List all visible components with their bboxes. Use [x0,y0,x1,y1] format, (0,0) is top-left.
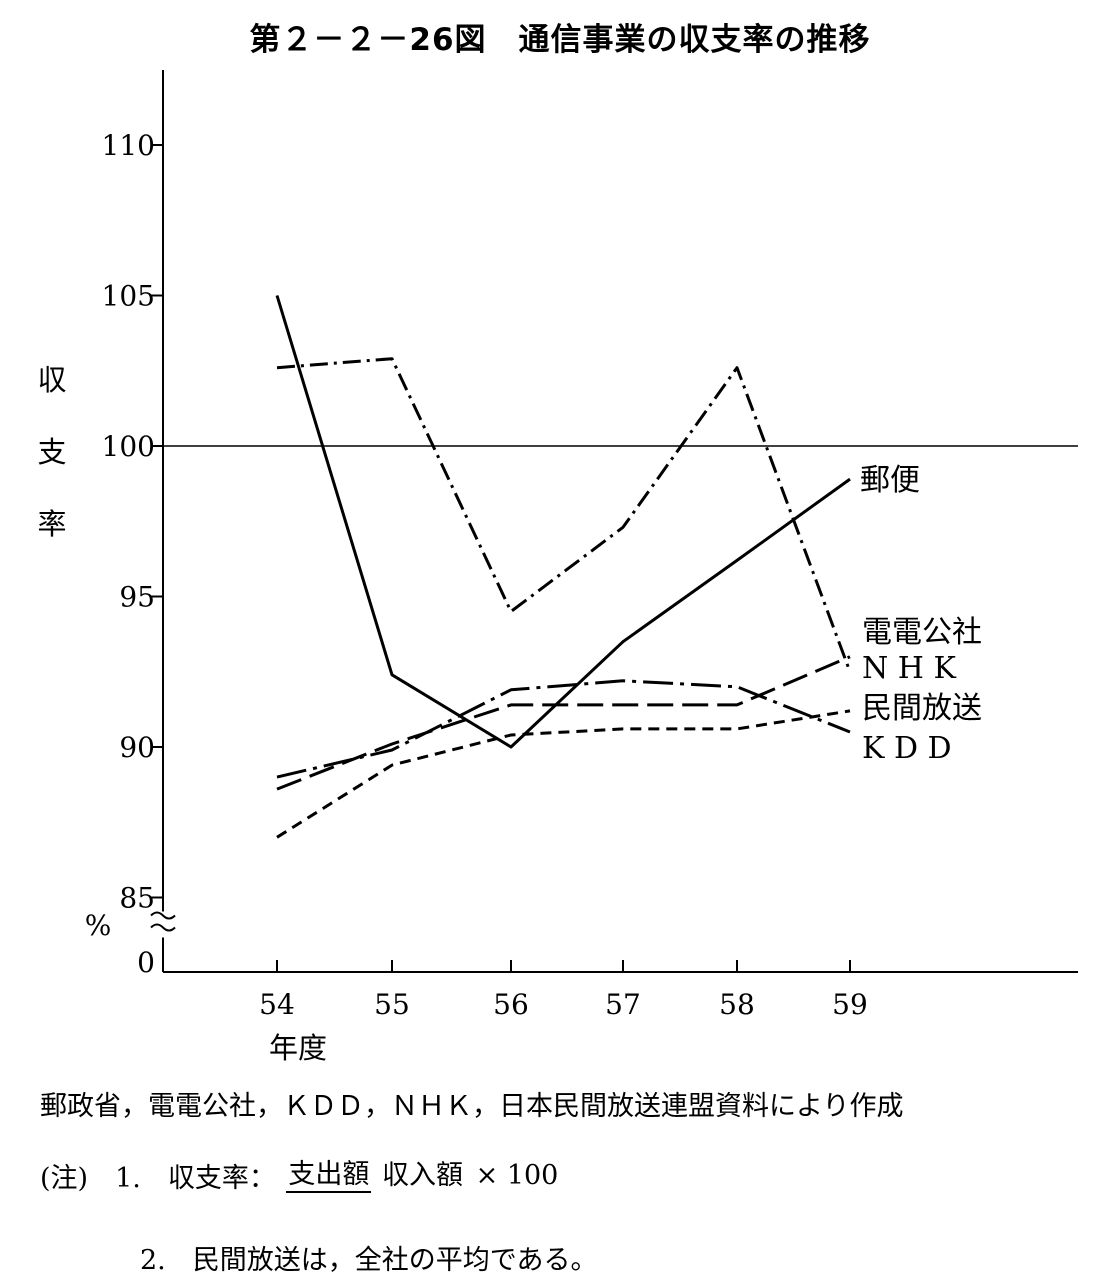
x-tick-label: 59 [832,988,868,1021]
y-tick-label: 105 [102,280,155,313]
ratio-fraction: 支出額 収入額 [286,1159,465,1193]
series-line [276,679,851,779]
series-label: K D D [862,731,952,766]
x-tick-label: 58 [719,988,755,1021]
series-label: 郵便 [860,463,920,498]
y-unit-label: % [85,909,112,942]
series-line [276,357,852,673]
x-tick-label: 54 [259,988,295,1021]
x-tick-label: 56 [493,988,529,1021]
y-tick-label: 95 [119,581,155,614]
series-label: 民間放送 [862,691,982,726]
source-note: 郵政省，電電公社，ＫＤＤ，ＮＨＫ，日本民間放送連盟資料により作成 [40,1091,904,1122]
y-axis-title-char: 収 [37,363,66,397]
y-tick-label: 90 [119,731,155,764]
note-1-prefix: (注) 1. 収支率： [40,1163,276,1194]
x-tick-label: 57 [605,988,641,1021]
note-2-text: 2. 民間放送は，全社の平均である。 [140,1245,598,1276]
series-lines [275,295,852,839]
fraction-denominator: 収入額 [382,1159,464,1191]
series-line [276,655,851,791]
note-1: (注) 1. 収支率： 支出額 収入額 × 100 [40,1156,558,1195]
series-label: N H K [862,651,956,686]
fraction-numerator: 支出額 [286,1159,372,1193]
y-axis-title-char: 支 [37,435,66,469]
y-tick-label: 85 [119,882,155,915]
y-tick-label: 110 [102,129,155,162]
y-axis-title-char: 率 [37,507,66,541]
series-line [276,709,851,839]
axis-break-mark [150,911,176,932]
series-label: 電電公社 [862,615,982,650]
y-tick-label: 100 [102,430,155,463]
chart-title: 第２－２－26図 通信事業の収支率の推移 [249,22,871,58]
y-tick-label: 0 [137,946,155,979]
x-tick-label: 55 [374,988,410,1021]
note-2: 2. 民間放送は，全社の平均である。 [40,1238,598,1277]
note-1-suffix: × 100 [475,1160,559,1191]
axes: 110 105 100 95 90 85 0 54 55 56 57 58 59 年度 収支率% [37,70,1078,1065]
line-chart: 110 105 100 95 90 85 0 54 55 56 57 58 59 年度 収支率% 郵便電電公… [37,70,1078,1065]
series-line [275,295,851,749]
x-axis-title: 年度 [269,1031,327,1065]
